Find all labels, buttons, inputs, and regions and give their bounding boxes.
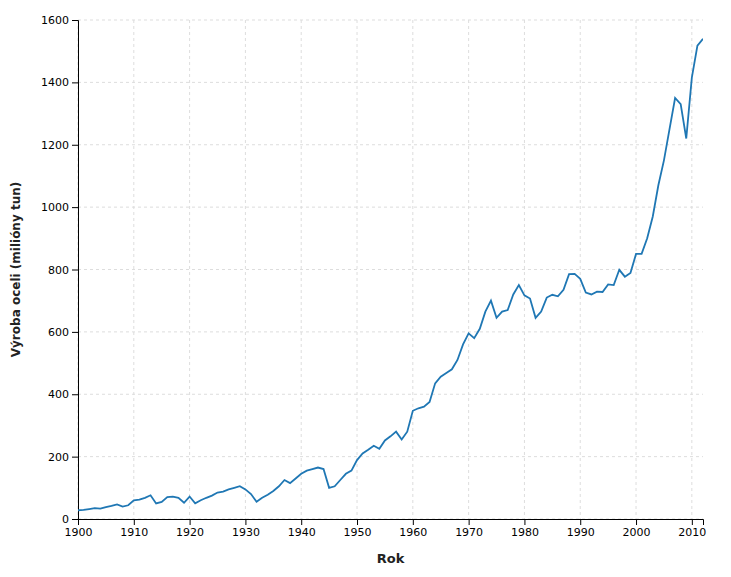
y-tick: 1600 [41, 14, 78, 27]
y-grid-line [78, 456, 703, 457]
y-tick-mark [72, 207, 78, 208]
x-tick: 1910 [120, 519, 148, 539]
y-tick-mark [72, 145, 78, 146]
x-tick-label: 1990 [567, 526, 595, 539]
y-grid-line [78, 207, 703, 208]
y-tick: 200 [48, 451, 78, 464]
y-tick-mark [72, 20, 78, 21]
y-grid-line [78, 82, 703, 83]
x-grid-line [412, 20, 413, 519]
x-axis-title: Rok [377, 551, 405, 566]
x-tick-mark [245, 519, 246, 525]
x-tick-label: 1980 [511, 526, 539, 539]
y-axis: 0 200 400 600 800 1000 1200 1400 1600 [41, 14, 79, 526]
y-grid-line [78, 331, 703, 332]
x-axis: 1900 1910 1920 1930 1940 1950 1960 1970 1980 1990… [65, 519, 707, 539]
y-tick: 400 [48, 388, 78, 401]
y-tick-mark [72, 519, 78, 520]
x-grid-line [189, 20, 190, 519]
y-tick-label: 1000 [41, 201, 69, 214]
y-tick: 800 [48, 264, 78, 277]
x-tick-mark [301, 519, 302, 525]
x-tick-mark [357, 519, 358, 525]
x-tick-label: 2010 [678, 526, 706, 539]
y-tick-label: 800 [48, 264, 69, 277]
plot-area [78, 39, 703, 511]
y-grid-line [78, 269, 703, 270]
x-tick: 1950 [344, 519, 372, 539]
x-tick-label: 1930 [232, 526, 260, 539]
y-grid-line [78, 144, 703, 145]
y-tick-mark [72, 457, 78, 458]
y-tick: 600 [48, 326, 78, 339]
x-tick: 2000 [623, 519, 651, 539]
x-tick: 1920 [176, 519, 204, 539]
x-tick-mark [469, 519, 470, 525]
chart-container: 1900 1910 1920 1930 1940 1950 1960 1970 1980 1990… [0, 0, 731, 577]
y-tick-label: 600 [48, 326, 69, 339]
x-tick-mark [580, 519, 581, 525]
x-axis-line [79, 520, 704, 526]
y-grid-line [78, 20, 703, 21]
x-tick-label: 1920 [176, 526, 204, 539]
x-tick-mark [190, 519, 191, 525]
y-tick-mark [72, 394, 78, 395]
x-tick-label: 2000 [623, 526, 651, 539]
y-tick-mark [72, 270, 78, 271]
x-tick-label: 1970 [455, 526, 483, 539]
y-tick-label: 1600 [41, 14, 69, 27]
y-tick-label: 400 [48, 388, 69, 401]
data-line [78, 39, 703, 511]
x-tick-label: 1910 [120, 526, 148, 539]
x-tick-mark [413, 519, 414, 525]
chart-svg: 1900 1910 1920 1930 1940 1950 1960 1970 1980 1990… [0, 0, 731, 577]
y-axis-title: Výroba oceli (milióny tun) [9, 182, 23, 357]
x-tick: 1970 [455, 519, 483, 539]
x-grid-line [245, 20, 246, 519]
x-tick-label: 1940 [288, 526, 316, 539]
x-tick-label: 1950 [344, 526, 372, 539]
grid [78, 20, 703, 519]
x-tick-mark [692, 519, 693, 525]
y-tick-mark [72, 332, 78, 333]
x-tick: 1940 [288, 519, 316, 539]
y-tick-mark [72, 82, 78, 83]
x-tick: 2010 [678, 519, 706, 539]
y-tick-label: 200 [48, 451, 69, 464]
y-tick: 1200 [41, 139, 78, 152]
y-tick: 1400 [41, 76, 78, 89]
x-tick-mark [524, 519, 525, 525]
x-tick-mark [134, 519, 135, 525]
x-tick: 1960 [399, 519, 427, 539]
y-tick-label: 1200 [41, 139, 69, 152]
x-tick: 1930 [232, 519, 260, 539]
x-tick: 1980 [511, 519, 539, 539]
y-tick-label: 1400 [41, 76, 69, 89]
x-tick-label: 1900 [65, 526, 93, 539]
y-tick: 0 [62, 513, 78, 526]
y-tick-label: 0 [62, 513, 69, 526]
x-tick-label: 1960 [399, 526, 427, 539]
x-grid-line [580, 20, 581, 519]
y-tick: 1000 [41, 201, 78, 214]
x-tick-mark [636, 519, 637, 525]
y-axis-line [72, 21, 79, 520]
y-grid-line [78, 394, 703, 395]
x-tick: 1990 [567, 519, 595, 539]
